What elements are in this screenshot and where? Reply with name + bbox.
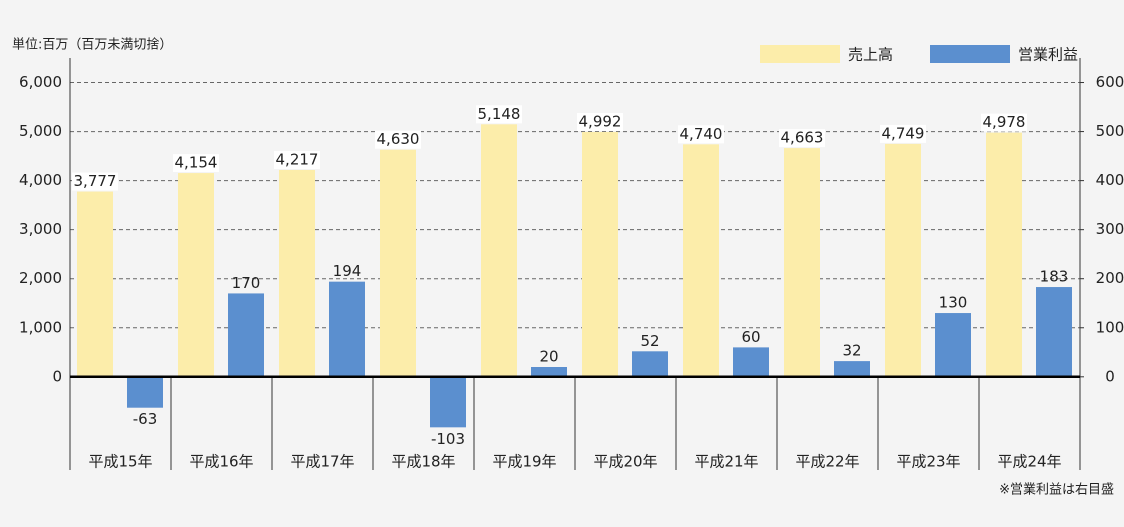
value-label: 4,740 [680,125,723,143]
y2-tick-label: 0 [1105,367,1115,385]
y-tick-label: 4,000 [19,171,62,189]
legend-swatch [930,45,1010,63]
bar [430,376,466,428]
bar [279,169,315,377]
value-label: -103 [431,430,465,448]
y2-tick-label: 500 [1096,122,1124,140]
value-label: 20 [539,348,558,366]
value-label: 4,663 [781,129,824,147]
value-label-bg [375,130,421,149]
bar [935,313,971,377]
bar [77,191,113,377]
y2-tick-label: 400 [1096,171,1124,189]
bar [784,148,820,377]
value-label: 170 [232,274,261,292]
value-label: 32 [842,342,861,360]
legend-swatch [760,45,840,63]
y2-tick-label: 600 [1096,73,1124,91]
y2-tick-label: 100 [1096,318,1124,336]
value-label: 130 [939,294,968,312]
bar [531,367,567,377]
legend-label: 営業利益 [1018,46,1078,64]
y-tick-label: 0 [52,367,62,385]
bar [582,131,618,377]
bar [834,361,870,377]
value-label: 3,777 [74,172,117,190]
value-label-bg [173,154,219,173]
bar [986,132,1022,377]
bar [683,144,719,377]
x-tick-label: 平成19年 [492,453,556,471]
bar [1036,287,1072,377]
x-tick-label: 平成15年 [88,453,152,471]
note: ※営業利益は右目盛 [999,482,1114,498]
x-tick-label: 平成23年 [896,453,960,471]
bar [481,124,517,377]
value-label: 5,148 [478,105,521,123]
unit-label: 単位:百万（百万未満切捨） [12,37,172,53]
x-tick-label: 平成22年 [795,453,859,471]
x-tick-label: 平成24年 [997,453,1061,471]
bar [329,281,365,377]
value-label: 194 [333,262,362,280]
value-label-bg [476,105,522,124]
y-tick-label: 5,000 [19,122,62,140]
y-tick-label: 6,000 [19,73,62,91]
bar [733,347,769,377]
value-label-bg [72,172,118,191]
value-label: 4,749 [882,124,925,142]
value-label: -63 [133,410,158,428]
legend-label: 売上高 [848,46,893,64]
value-label: 4,992 [579,112,622,130]
value-label: 4,217 [276,150,319,168]
bar [632,351,668,377]
value-label: 52 [640,332,659,350]
value-label: 4,630 [377,130,420,148]
value-label: 4,154 [175,154,218,172]
value-label-bg [577,112,623,131]
value-label: 4,978 [983,113,1026,131]
y-tick-label: 2,000 [19,269,62,287]
bar [127,376,163,408]
bar [228,293,264,377]
value-label-bg [880,124,926,143]
y-tick-label: 1,000 [19,318,62,336]
y2-tick-label: 200 [1096,269,1124,287]
x-tick-label: 平成16年 [189,453,253,471]
value-label-bg [981,113,1027,132]
x-tick-label: 平成21年 [694,453,758,471]
value-label-bg [274,150,320,169]
value-label-bg [678,125,724,144]
bar [380,149,416,377]
value-label: 60 [741,328,760,346]
bar [885,143,921,377]
x-tick-label: 平成18年 [391,453,455,471]
value-label: 183 [1040,268,1069,286]
x-tick-label: 平成17年 [290,453,354,471]
y-tick-label: 3,000 [19,220,62,238]
y2-tick-label: 300 [1096,220,1124,238]
x-tick-label: 平成20年 [593,453,657,471]
bar [178,173,214,377]
value-label-bg [779,129,825,148]
